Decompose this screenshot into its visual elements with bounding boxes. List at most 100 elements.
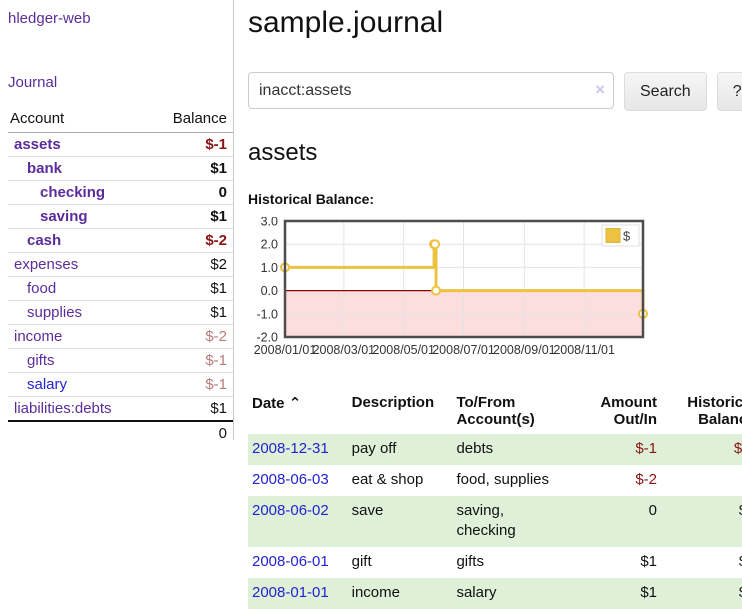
register-header-balance: Historical Balance xyxy=(687,394,742,428)
accounts-total-row: 0 xyxy=(8,420,233,445)
account-row: income $-2 xyxy=(8,324,233,349)
sidebar-account-link-assets[interactable]: assets xyxy=(14,136,61,153)
sort-asc-icon: ⌃ xyxy=(288,395,302,412)
register-header-accounts: To/From Account(s) xyxy=(456,394,535,428)
accounts-header-balance: Balance xyxy=(148,107,233,133)
sidebar-account-balance: $1 xyxy=(148,156,233,181)
sidebar-account-link-checking[interactable]: checking xyxy=(40,184,106,201)
transaction-description: pay off xyxy=(351,440,397,457)
sidebar-account-link-saving[interactable]: saving xyxy=(40,208,88,225)
transaction-balance: $1 xyxy=(659,578,742,609)
sidebar-account-balance: 0 xyxy=(148,180,233,205)
sidebar-account-link-income[interactable]: income xyxy=(14,328,63,345)
sidebar-account-link-salary[interactable]: salary xyxy=(27,376,68,393)
sidebar-account-balance: $-2 xyxy=(148,228,233,253)
accounts-table: Account Balance assets $-1 bank $1 checking 0… xyxy=(8,107,233,445)
historical-balance-chart: $3.0 2.0 1.0 0.0 -1.0 -2.0 2008/01/01 2008/03/0… xyxy=(248,215,742,374)
sidebar-account-link-bank[interactable]: bank xyxy=(27,160,63,177)
x-tick-label: 2008/01/01 xyxy=(254,343,317,357)
clear-search-icon[interactable]: × xyxy=(595,80,605,99)
sidebar-account-balance: $1 xyxy=(148,396,233,421)
register-header-date[interactable]: Date ⌃ xyxy=(252,395,302,412)
transaction-accounts: gifts xyxy=(456,553,484,570)
transaction-accounts: saving, checking xyxy=(456,502,516,539)
sidebar-account-balance: $2 xyxy=(148,252,233,277)
sidebar-account-link-gifts[interactable]: gifts xyxy=(27,352,55,369)
legend-label: $ xyxy=(623,229,631,244)
x-tick-label: 2008/11/01 xyxy=(553,343,615,357)
register-header-amount: Amount Out/In xyxy=(600,394,657,428)
sidebar-account-link-food[interactable]: food xyxy=(27,280,57,297)
y-tick-label: 3.0 xyxy=(261,217,278,229)
sidebar: hledger-web Journal Account Balance asse… xyxy=(0,0,234,445)
data-point-marker xyxy=(430,239,441,250)
transaction-amount: $-2 xyxy=(635,471,657,488)
x-tick-label: 2008/07/01 xyxy=(432,343,495,357)
transaction-amount: $-1 xyxy=(635,440,657,457)
y-tick-label: -1.0 xyxy=(256,307,278,321)
transaction-balance: 0 xyxy=(659,465,742,496)
app-brand-link[interactable]: hledger-web xyxy=(8,10,91,27)
account-row: supplies $1 xyxy=(8,300,233,325)
transaction-date-link[interactable]: 2008-06-02 xyxy=(252,502,329,519)
account-row: checking 0 xyxy=(8,180,233,205)
sidebar-account-balance: $-1 xyxy=(148,372,233,397)
transaction-amount: $1 xyxy=(640,553,657,570)
search-input[interactable] xyxy=(248,72,614,109)
transaction-date-link[interactable]: 2008-06-01 xyxy=(252,553,329,570)
chart-svg: $3.0 2.0 1.0 0.0 -1.0 -2.02008/01/012008/03/0… xyxy=(254,215,648,357)
sidebar-account-balance: $1 xyxy=(148,204,233,229)
transaction-description: save xyxy=(351,502,384,519)
y-tick-label: 1.0 xyxy=(261,261,278,275)
y-tick-label: -2.0 xyxy=(256,331,278,345)
sidebar-account-balance: $-2 xyxy=(148,324,233,349)
legend-swatch xyxy=(605,228,621,243)
sidebar-account-link-cash[interactable]: cash xyxy=(27,232,62,249)
accounts-total-value: 0 xyxy=(148,420,233,445)
help-button[interactable]: ? xyxy=(716,72,742,111)
transaction-balance: $2 xyxy=(659,547,742,578)
transaction-amount: $1 xyxy=(640,584,657,601)
transaction-description: eat & shop xyxy=(351,471,424,488)
sidebar-account-link-liabilities-debts[interactable]: liabilities:debts xyxy=(14,400,112,417)
accounts-header-account: Account xyxy=(8,107,149,133)
register-account-heading: assets xyxy=(248,139,318,166)
data-point-marker xyxy=(431,285,442,296)
sidebar-account-balance: $1 xyxy=(148,276,233,301)
transaction-balance: $2 xyxy=(659,496,742,547)
register-row: 2008-06-03 eat & shop food, supplies $-20 xyxy=(248,465,742,496)
transaction-date-link[interactable]: 2008-06-03 xyxy=(252,471,329,488)
chart-border xyxy=(283,219,645,339)
transaction-amount: 0 xyxy=(648,502,657,519)
search-input-wrap: × xyxy=(248,72,614,111)
register-header-description: Description xyxy=(351,394,435,411)
sidebar-account-link-expenses[interactable]: expenses xyxy=(14,256,79,273)
sidebar-item-journal[interactable]: Journal xyxy=(8,74,58,91)
x-tick-label: 2008/05/01 xyxy=(372,343,435,357)
register-table: Date ⌃ Description To/From Account(s) Am… xyxy=(248,392,742,609)
account-row: salary $-1 xyxy=(8,372,233,397)
register-row: 2008-06-01 gift gifts $1$2 xyxy=(248,547,742,578)
x-tick-label: 2008/03/01 xyxy=(313,343,376,357)
register-row: 2008-12-31 pay off debts $-1 $-1 xyxy=(248,434,742,465)
account-row: gifts $-1 xyxy=(8,348,233,373)
register-row: 2008-01-01 income salary $1$1 xyxy=(248,578,742,609)
y-tick-label: 2.0 xyxy=(261,238,278,252)
register-row: 2008-06-02 save saving, checking 0$2 xyxy=(248,496,742,547)
search-form: × Search ? xyxy=(248,72,742,111)
search-button[interactable]: Search xyxy=(624,72,707,111)
transaction-date-link[interactable]: 2008-01-01 xyxy=(252,584,329,601)
transaction-accounts: debts xyxy=(456,440,494,457)
transaction-balance: $-1 xyxy=(733,440,742,457)
page-title: sample.journal xyxy=(248,6,444,39)
transaction-date-link[interactable]: 2008-12-31 xyxy=(252,440,329,457)
chart-title: Historical Balance: xyxy=(248,191,375,207)
transaction-description: income xyxy=(351,584,400,601)
y-tick-label: 0.0 xyxy=(261,284,278,298)
transaction-accounts: salary xyxy=(456,584,497,601)
sidebar-account-balance: $1 xyxy=(148,300,233,325)
account-row: liabilities:debts $1 xyxy=(8,396,233,421)
transaction-accounts: food, supplies xyxy=(456,471,550,488)
sidebar-account-link-supplies[interactable]: supplies xyxy=(27,304,83,321)
